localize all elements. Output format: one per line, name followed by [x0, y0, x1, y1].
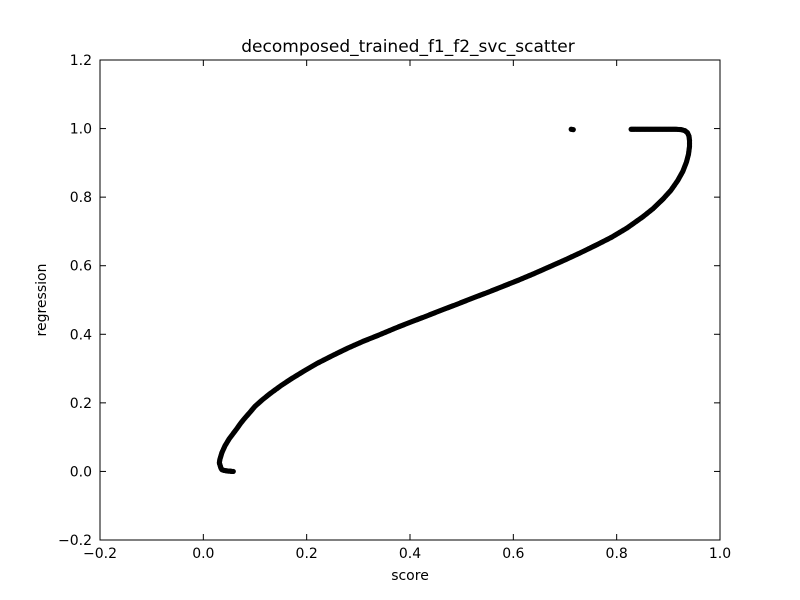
chart-title: decomposed_trained_f1_f2_svc_scatter	[241, 37, 574, 57]
y-tick-label: 0.2	[70, 396, 92, 412]
scatter-point	[569, 126, 575, 133]
x-tick-label: 0.2	[296, 546, 318, 562]
x-tick-label: −0.2	[83, 546, 117, 562]
points-layer	[216, 126, 693, 475]
x-tick-label: 1.0	[709, 546, 731, 562]
y-tick-label: 0.8	[70, 190, 92, 206]
y-tick-label: −0.2	[58, 533, 92, 549]
ticks-layer: −0.2 0.0 0.2 0.4 0.6 0.8 1.0 −0.2 0.0 0.2 0.4 0.6 0.…	[58, 53, 731, 562]
y-tick-label: 1.0	[70, 122, 92, 138]
x-tick-label: 0.6	[502, 546, 524, 562]
x-axis-label: score	[391, 568, 429, 584]
y-tick-label: 0.6	[70, 259, 92, 275]
scatter-point	[629, 126, 635, 132]
y-tick-label: 0.4	[70, 327, 92, 343]
x-tick-label: 0.4	[399, 546, 421, 562]
y-tick-label: 1.2	[70, 53, 92, 69]
y-tick-label: 0.0	[70, 464, 92, 480]
y-axis-label: regression	[34, 264, 50, 337]
x-tick-label: 0.0	[192, 546, 214, 562]
x-tick-label: 0.8	[606, 546, 628, 562]
